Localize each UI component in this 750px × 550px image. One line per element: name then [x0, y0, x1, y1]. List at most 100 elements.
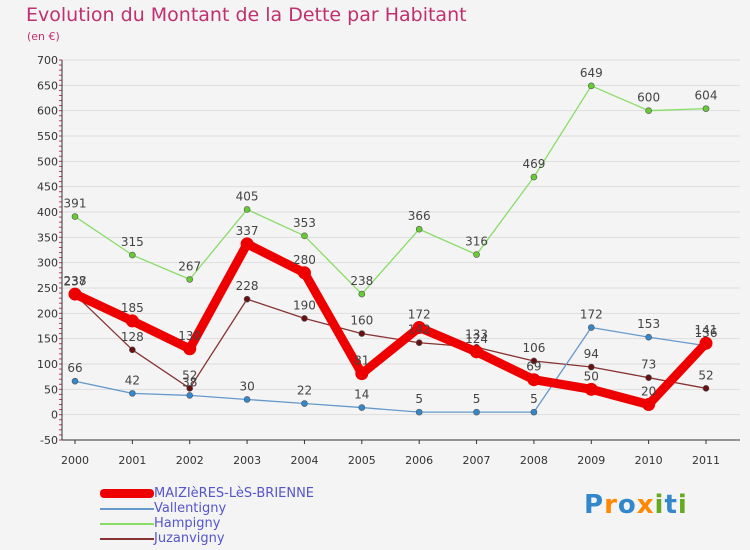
data-label: 316 [465, 235, 488, 249]
legend-item: MAIZIèRES-LèS-BRIENNE [100, 486, 314, 501]
data-point [642, 398, 656, 412]
data-point [527, 373, 541, 387]
x-tick-label: 2000 [61, 454, 89, 467]
data-point [297, 266, 311, 280]
logo-letter: x [636, 490, 655, 520]
legend-item: Juzanvigny [100, 531, 314, 546]
y-tick-label: 650 [37, 79, 58, 92]
data-label: 106 [522, 341, 545, 355]
data-label: 20 [641, 385, 656, 399]
data-point [183, 342, 197, 356]
data-label: 5 [473, 392, 481, 406]
legend-label: Hampigny [154, 516, 221, 531]
data-point [71, 377, 79, 385]
y-tick-label: 700 [37, 54, 58, 67]
series-line-juzanvigny [74, 293, 707, 389]
data-label: 391 [64, 197, 87, 211]
data-point [530, 173, 538, 181]
data-point [243, 206, 251, 213]
data-point [129, 390, 136, 397]
data-point [415, 408, 423, 416]
data-point [243, 396, 251, 403]
x-tick-label: 2011 [692, 454, 720, 467]
series-line-vallentigny [74, 326, 707, 413]
data-point [645, 107, 652, 114]
data-label: 94 [584, 347, 599, 361]
data-label: 353 [293, 216, 316, 230]
data-label: 315 [121, 235, 144, 249]
data-point [301, 232, 308, 240]
data-label: 604 [695, 89, 718, 103]
data-point [530, 408, 538, 416]
data-point [186, 392, 194, 399]
series-line-hampigny [74, 85, 707, 295]
data-point [71, 213, 79, 220]
y-tick-label: -50 [40, 434, 58, 447]
logo-letter: t [664, 490, 678, 520]
logo-letter: o [617, 490, 637, 520]
legend-swatch-maizieres [100, 489, 154, 498]
data-point [129, 346, 136, 354]
data-label: 52 [698, 368, 713, 382]
data-label: 190 [293, 298, 316, 312]
series-line-maizi-res-l-s-brienne [70, 239, 711, 410]
data-point [358, 404, 366, 411]
data-label: 238 [350, 274, 373, 288]
data-point [702, 385, 710, 392]
data-label: 30 [239, 379, 254, 393]
chart-title: Evolution du Montant de la Dette par Hab… [26, 4, 467, 26]
data-label: 172 [408, 308, 431, 322]
data-label: 38 [182, 375, 197, 389]
y-tick-label: 350 [37, 231, 58, 244]
data-label: 81 [354, 354, 369, 368]
data-point [243, 295, 251, 303]
legend-item: Vallentigny [100, 501, 314, 516]
data-point [412, 321, 426, 335]
data-label: 337 [236, 224, 259, 238]
data-label: 133 [465, 327, 488, 341]
data-point [587, 363, 595, 371]
x-tick-label: 2001 [118, 454, 146, 467]
data-point [415, 339, 423, 347]
x-tick-label: 2005 [348, 454, 376, 467]
data-label: 185 [121, 301, 144, 315]
data-point [186, 276, 194, 283]
y-tick-label: 300 [37, 257, 58, 270]
data-label: 267 [178, 259, 201, 273]
data-label: 649 [580, 66, 603, 80]
data-point [68, 287, 82, 301]
data-point [186, 385, 194, 392]
legend-label: MAIZIèRES-LèS-BRIENNE [154, 486, 315, 501]
x-tick-label: 2010 [635, 454, 663, 467]
y-tick-label: 50 [44, 383, 58, 396]
legend-swatch-vallentigny [100, 507, 154, 510]
data-label: 22 [297, 384, 312, 398]
proxiti-logo: Proxiti [584, 490, 688, 520]
data-point [301, 400, 308, 407]
data-label: 172 [580, 308, 603, 322]
data-point [301, 315, 308, 322]
data-point [645, 333, 652, 341]
data-label: 69 [526, 360, 541, 374]
data-point [473, 251, 480, 258]
data-label: 228 [236, 279, 259, 293]
legend-swatch-juzanvigny [100, 537, 154, 540]
data-label: 405 [236, 189, 259, 203]
data-label: 5 [530, 392, 538, 406]
data-label: 130 [178, 329, 201, 343]
y-tick-label: 600 [37, 105, 58, 118]
x-tick-label: 2006 [405, 454, 433, 467]
data-label: 160 [350, 314, 373, 328]
data-point [415, 225, 423, 233]
data-label: 128 [121, 330, 144, 344]
data-point [358, 330, 366, 337]
data-label: 52 [182, 368, 197, 382]
data-point [240, 237, 254, 251]
data-label: 42 [125, 373, 140, 387]
y-tick-label: 450 [37, 181, 58, 194]
y-tick-label: 200 [37, 307, 58, 320]
data-label: 5 [415, 392, 423, 406]
y-tick-label: 150 [37, 333, 58, 346]
